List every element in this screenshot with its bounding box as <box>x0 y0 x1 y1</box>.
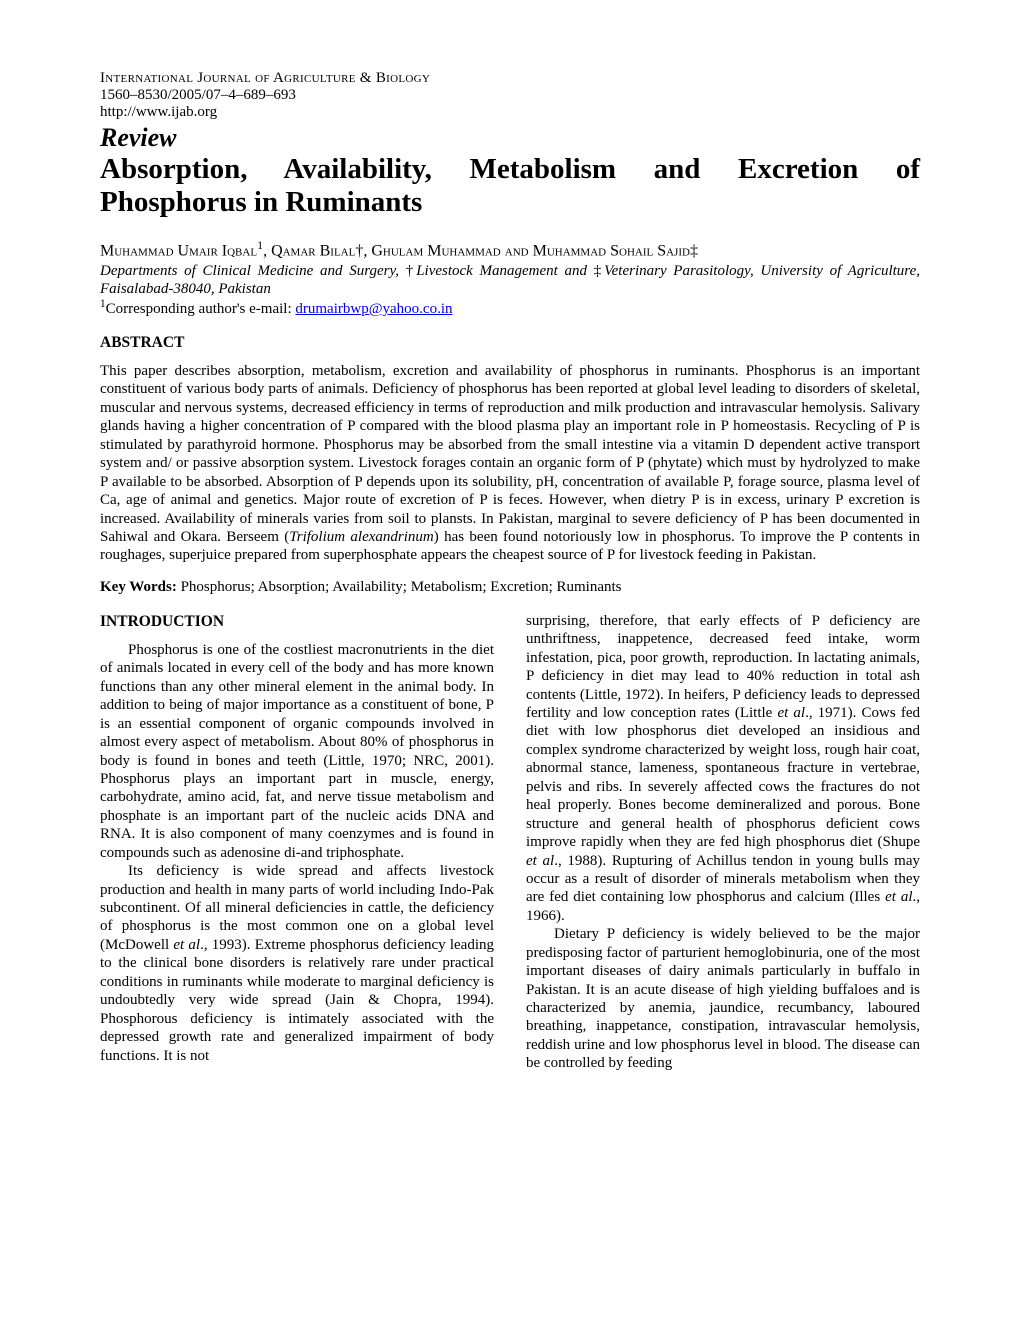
etal: et al <box>777 705 805 721</box>
affiliation: Departments of Clinical Medicine and Sur… <box>100 262 920 298</box>
abstract-heading: ABSTRACT <box>100 334 920 352</box>
keywords-label: Key Words: <box>100 579 181 595</box>
article-title-line1: Absorption, Availability, Metabolism and… <box>100 153 920 186</box>
corresponding-email[interactable]: drumairbwp@yahoo.co.in <box>295 301 452 317</box>
body-columns: INTRODUCTION Phosphorus is one of the co… <box>100 612 920 1073</box>
intro-para-3: Dietary P deficiency is widely believed … <box>526 925 920 1073</box>
keywords-line: Key Words: Phosphorus; Absorption; Avail… <box>100 579 920 596</box>
aff-dagger: † <box>406 263 416 279</box>
corresponding-text: Corresponding author's e-mail: <box>106 301 296 317</box>
corresponding-line: 1Corresponding author's e-mail: drumairb… <box>100 298 920 318</box>
aff-prefix: Departments of Clinical Medicine and Sur… <box>100 263 406 279</box>
aff-ddagger: ‡ <box>594 263 604 279</box>
issn-line: 1560–8530/2005/07–4–689–693 <box>100 87 920 104</box>
etal: et al <box>173 937 200 953</box>
author-2: Qamar Bilal <box>271 242 355 259</box>
authors-line: Muhammad Umair Iqbal1, Qamar Bilal†, Ghu… <box>100 238 920 260</box>
intro-p2b: ., 1993). Extreme phosphorus deficiency … <box>100 937 494 1064</box>
abstract-species: Trifolium alexandrinum <box>289 529 434 545</box>
abstract-body: This paper describes absorption, metabol… <box>100 362 920 565</box>
page: International Journal of Agriculture & B… <box>0 0 1020 1320</box>
journal-name: International Journal of Agriculture & B… <box>100 70 920 87</box>
etal: et al <box>526 853 554 869</box>
author-1: Muhammad Umair Iqbal <box>100 242 257 259</box>
journal-url: http://www.ijab.org <box>100 104 920 121</box>
sep: , <box>263 242 271 259</box>
abstract-text-before: This paper describes absorption, metabol… <box>100 363 920 545</box>
intro-para-2-cont: surprising, therefore, that early effect… <box>526 612 920 925</box>
etal: et al <box>885 889 912 905</box>
c2p1c: ., 1988). Rupturing of Achillus tendon i… <box>526 853 920 906</box>
author-3: Ghulam Muhammad <box>371 242 500 259</box>
aff-mid: Livestock Management and <box>416 263 594 279</box>
sep: and <box>501 242 533 259</box>
intro-para-2: Its deficiency is wide spread and affect… <box>100 862 494 1065</box>
column-right: surprising, therefore, that early effect… <box>526 612 920 1073</box>
author-4: Muhammad Sohail Sajid <box>533 242 690 259</box>
author-2-mark: †, <box>355 242 371 259</box>
keywords-text: Phosphorus; Absorption; Availability; Me… <box>181 579 622 595</box>
c2p1b: ., 1971). Cows fed diet with low phospho… <box>526 705 920 850</box>
article-type: Review <box>100 123 920 153</box>
author-4-mark: ‡ <box>690 242 698 259</box>
column-left: INTRODUCTION Phosphorus is one of the co… <box>100 612 494 1073</box>
article-title-line2: Phosphorus in Ruminants <box>100 186 920 219</box>
introduction-heading: INTRODUCTION <box>100 612 494 631</box>
intro-para-1: Phosphorus is one of the costliest macro… <box>100 641 494 862</box>
